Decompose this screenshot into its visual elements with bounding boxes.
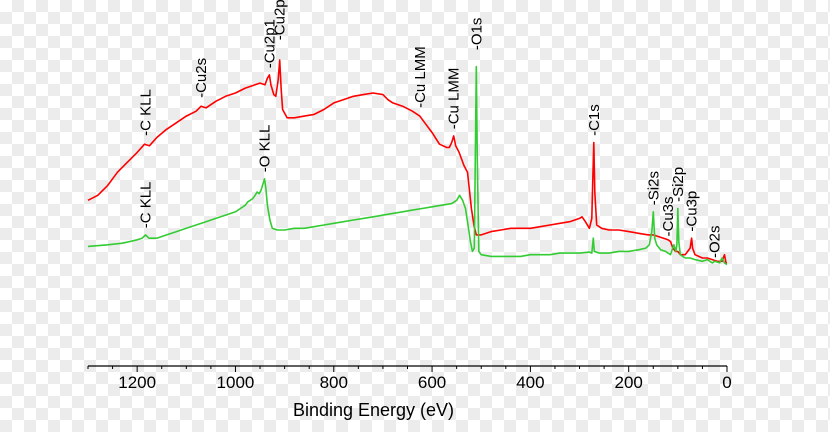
x-tick-label: 400 <box>516 373 544 392</box>
peak-label: -Cu3s <box>660 196 677 236</box>
x-tick-label: 800 <box>320 373 348 392</box>
peak-label: -Cu2p1 <box>261 19 278 68</box>
x-tick-label: 200 <box>615 373 643 392</box>
series-layer <box>87 59 728 266</box>
x-tick-label: 0 <box>722 373 731 392</box>
series-line-2 <box>87 65 728 266</box>
peak-label: -Si2p <box>670 167 687 202</box>
peak-label: -Cu2p3 <box>272 0 289 40</box>
peak-label: -O1s <box>468 18 485 51</box>
x-tick-label: 600 <box>418 373 446 392</box>
peak-annotations: -C KLL -C KLL -Cu2s -O KLL -Cu2p1-Cu2p3 -Cu L… <box>138 0 724 258</box>
peak-label: -Cu3p <box>684 191 701 232</box>
peak-label: -Cu2s <box>193 58 210 98</box>
peak-label: -C KLL <box>138 89 155 136</box>
peak-label: -C KLL <box>138 182 155 229</box>
peak-label: -O2s <box>707 225 724 258</box>
peak-label: -Si2s <box>645 171 662 205</box>
peak-label: -Cu LMM <box>412 46 429 108</box>
x-ticks: 1200 1000 800 600 400 200 0 <box>87 366 732 392</box>
x-tick-label: 1200 <box>118 373 156 392</box>
peak-label: -O KLL <box>257 125 274 173</box>
peak-label: -Cu LMM <box>446 68 463 130</box>
x-tick-label: 1000 <box>217 373 255 392</box>
series-line-1 <box>87 59 727 264</box>
x-axis-title: Binding Energy (eV) <box>293 400 454 420</box>
peak-label: -C1s <box>586 104 603 136</box>
